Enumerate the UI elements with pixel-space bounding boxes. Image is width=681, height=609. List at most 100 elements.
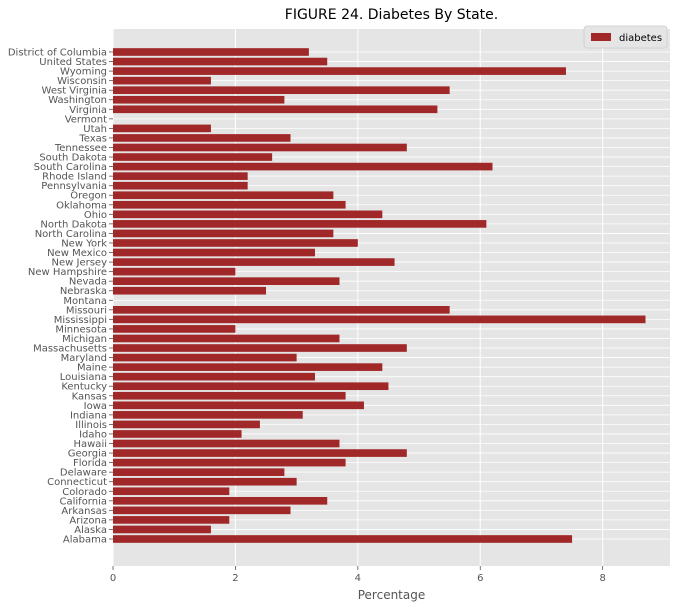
bar	[113, 258, 395, 266]
bar	[113, 372, 315, 381]
legend-label: diabetes	[619, 33, 662, 44]
category-label: Idaho	[79, 429, 107, 440]
bar	[113, 153, 273, 161]
bar	[113, 401, 364, 410]
bar	[113, 477, 297, 486]
bar	[113, 191, 334, 200]
bar	[113, 248, 315, 257]
category-labels: AlabamaAlaskaArizonaArkansasCaliforniaCo…	[8, 48, 113, 546]
category-label: Pennsylvania	[41, 181, 107, 192]
x-tick-label: 0	[110, 573, 116, 584]
category-label: Wyoming	[60, 67, 107, 78]
category-label: Hawaii	[73, 439, 107, 450]
x-tick-label: 8	[599, 573, 605, 584]
category-label: Kansas	[72, 391, 107, 402]
category-label: Massachusetts	[33, 344, 107, 355]
category-label: New Mexico	[47, 248, 107, 259]
category-label: Louisiana	[60, 372, 107, 383]
category-label: Kentucky	[61, 382, 107, 393]
bar	[113, 277, 340, 285]
category-label: Oklahoma	[56, 200, 107, 211]
category-label: Vermont	[65, 114, 107, 125]
category-label: Nevada	[69, 277, 107, 288]
bar	[113, 181, 248, 190]
category-label: Indiana	[70, 410, 107, 421]
legend: diabetes	[583, 25, 668, 49]
category-label: West Virginia	[42, 86, 107, 97]
category-label: Maine	[77, 363, 107, 374]
category-label: Florida	[73, 458, 107, 469]
category-label: California	[60, 496, 108, 507]
bars-group	[113, 48, 646, 543]
bar	[113, 57, 328, 66]
bar	[113, 382, 389, 391]
category-label: Minnesota	[55, 324, 107, 335]
bar	[113, 315, 646, 324]
category-label: District of Columbia	[8, 48, 107, 59]
bar	[113, 516, 230, 524]
category-label: New Hampshire	[28, 267, 107, 278]
category-label: North Dakota	[40, 219, 107, 230]
bar	[113, 430, 242, 438]
bar	[113, 468, 285, 476]
category-label: New York	[61, 238, 107, 249]
bar	[113, 496, 328, 505]
x-axis-label: Percentage	[358, 588, 426, 602]
bar	[113, 334, 340, 343]
bar	[113, 449, 407, 457]
category-label: Delaware	[60, 468, 107, 479]
legend-swatch	[591, 33, 611, 41]
x-tick-label: 6	[477, 573, 483, 584]
bar	[113, 172, 248, 180]
bar	[113, 439, 340, 448]
category-label: Colorado	[62, 487, 107, 498]
category-label: Connecticut	[47, 477, 107, 488]
bar	[113, 535, 573, 543]
category-label: Missouri	[66, 305, 107, 316]
category-label: United States	[39, 57, 107, 68]
x-tick-label: 4	[355, 573, 361, 584]
bar	[113, 267, 236, 276]
bar	[113, 134, 291, 142]
category-label: Mississippi	[54, 315, 107, 326]
bar	[113, 344, 407, 352]
category-label: Alaska	[74, 525, 107, 536]
bar	[113, 200, 346, 209]
category-label: Montana	[63, 296, 107, 307]
bar	[113, 420, 260, 429]
bar	[113, 286, 267, 295]
bar	[113, 506, 291, 515]
bar	[113, 353, 297, 362]
category-label: Michigan	[62, 334, 107, 345]
chart-title: FIGURE 24. Diabetes By State.	[285, 7, 498, 23]
bar	[113, 487, 230, 496]
bar	[113, 105, 438, 114]
bar	[113, 525, 211, 534]
bar	[113, 458, 346, 467]
category-label: Georgia	[68, 449, 107, 460]
category-label: Tennessee	[54, 143, 107, 154]
category-label: Texas	[78, 133, 107, 144]
bar	[113, 76, 211, 85]
bar	[113, 86, 450, 95]
category-label: Rhode Island	[42, 172, 107, 183]
bar	[113, 143, 407, 152]
category-label: Oregon	[70, 191, 107, 202]
bar	[113, 48, 309, 56]
category-label: Utah	[83, 124, 107, 135]
category-label: Arizona	[69, 515, 107, 526]
category-label: Iowa	[84, 401, 107, 412]
bar	[113, 325, 236, 333]
bar	[113, 391, 346, 400]
category-label: Virginia	[69, 105, 107, 116]
x-tick-labels: 0 2 4 6 8	[110, 566, 606, 584]
category-label: Alabama	[63, 535, 107, 546]
bar	[113, 95, 285, 104]
bar	[113, 229, 334, 238]
category-label: Nebraska	[60, 286, 107, 297]
category-label: Washington	[48, 95, 107, 106]
category-label: Illinois	[75, 420, 107, 431]
legend-box	[583, 25, 668, 49]
category-label: South Carolina	[34, 162, 107, 173]
